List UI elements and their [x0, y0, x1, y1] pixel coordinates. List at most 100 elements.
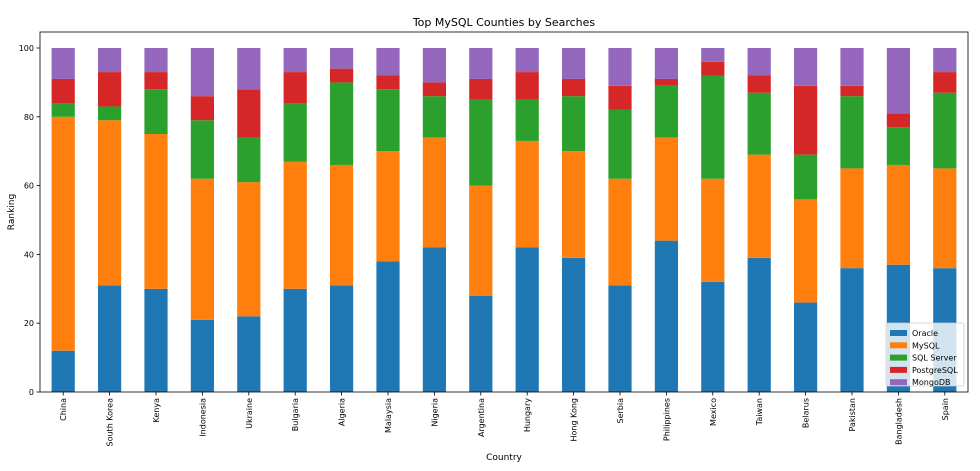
bar-mysql	[562, 151, 586, 258]
x-tick-label: Algeria	[338, 398, 347, 426]
bar-postgresql	[98, 72, 122, 107]
bar-mongodb	[654, 48, 678, 79]
bar-oracle	[237, 316, 261, 392]
bar-mysql	[144, 134, 168, 289]
bar-mysql	[654, 137, 678, 241]
bar-mongodb	[933, 48, 957, 73]
bar-oracle	[840, 268, 864, 392]
x-tick-label: China	[59, 398, 68, 421]
y-tick-label: 40	[24, 250, 34, 259]
bar-oracle	[51, 350, 75, 392]
legend-swatch	[890, 342, 907, 349]
bar-mysql	[608, 178, 632, 286]
bar-mysql	[886, 164, 910, 265]
bar-mongodb	[701, 48, 725, 62]
bar-postgresql	[330, 68, 354, 83]
bar-oracle	[515, 247, 539, 392]
bar-mongodb	[747, 48, 771, 76]
bar-oracle	[562, 257, 586, 392]
bar-mongodb	[190, 48, 214, 97]
bar-oracle	[701, 281, 725, 392]
x-tick-label: Serbia	[616, 398, 625, 424]
bar-sql-server	[562, 96, 586, 152]
bar-oracle	[376, 261, 400, 392]
x-tick-label: Taiwan	[755, 398, 764, 426]
bar-postgresql	[794, 85, 818, 155]
legend-label: MongoDB	[912, 378, 951, 387]
bar-mongodb	[422, 48, 446, 83]
bar-sql-server	[608, 109, 632, 179]
bar-postgresql	[886, 113, 910, 128]
x-tick-label: Hong Kong	[570, 398, 579, 442]
bar-postgresql	[283, 72, 307, 104]
bar-mongodb	[886, 48, 910, 114]
bar-mysql	[747, 154, 771, 258]
bar-postgresql	[376, 75, 400, 90]
bar-mongodb	[51, 48, 75, 79]
bar-oracle	[469, 295, 493, 392]
x-tick-label: Ukraine	[245, 398, 254, 429]
bar-sql-server	[701, 75, 725, 179]
bar-postgresql	[51, 78, 75, 104]
bar-mongodb	[98, 48, 122, 73]
bar-sql-server	[144, 89, 168, 134]
x-tick-label: Mexico	[709, 398, 718, 426]
bar-mongodb	[515, 48, 539, 73]
y-tick-label: 100	[19, 44, 34, 53]
bar-postgresql	[515, 72, 539, 100]
bar-sql-server	[515, 99, 539, 141]
bar-sql-server	[840, 96, 864, 169]
bar-sql-server	[237, 137, 261, 183]
x-tick-label: South Korea	[106, 398, 115, 447]
bar-postgresql	[840, 85, 864, 97]
x-axis-label: Country	[486, 453, 522, 463]
x-tick-label: Indonesia	[198, 398, 207, 437]
bar-postgresql	[237, 89, 261, 138]
bar-mysql	[422, 137, 446, 248]
y-tick-label: 60	[24, 182, 34, 191]
bar-mysql	[469, 185, 493, 296]
x-tick-label: Belarus	[802, 398, 811, 428]
bar-mysql	[237, 182, 261, 317]
bar-sql-server	[376, 89, 400, 152]
bar-oracle	[608, 285, 632, 392]
bar-oracle	[144, 288, 168, 392]
bar-oracle	[98, 285, 122, 392]
bar-mysql	[51, 116, 75, 351]
bar-sql-server	[747, 92, 771, 155]
bar-oracle	[654, 240, 678, 392]
bar-mysql	[933, 168, 957, 269]
bar-mongodb	[330, 48, 354, 69]
bar-sql-server	[886, 127, 910, 165]
bar-sql-server	[654, 85, 678, 138]
x-tick-label: Nigeria	[430, 398, 439, 427]
x-tick-label: Bangladesh	[894, 398, 903, 445]
bar-sql-server	[933, 92, 957, 169]
bar-mongodb	[144, 48, 168, 73]
bar-oracle	[422, 247, 446, 392]
legend-label: Oracle	[912, 329, 938, 338]
legend-swatch	[890, 379, 907, 386]
bar-mysql	[98, 120, 122, 286]
bar-sql-server	[283, 103, 307, 162]
legend-label: SQL Server	[912, 354, 957, 363]
bar-mysql	[701, 178, 725, 282]
bar-mysql	[190, 178, 214, 320]
legend-swatch	[890, 330, 907, 336]
y-tick-label: 20	[24, 319, 34, 328]
bar-oracle	[747, 257, 771, 392]
bar-oracle	[330, 285, 354, 392]
x-tick-label: Malaysia	[384, 398, 393, 433]
bar-sql-server	[794, 154, 818, 200]
x-tick-label: Kenya	[152, 398, 161, 423]
bar-postgresql	[933, 72, 957, 93]
bar-sql-server	[469, 99, 493, 186]
x-tick-label: Spain	[941, 398, 950, 420]
bar-sql-server	[422, 96, 446, 138]
bar-oracle	[794, 302, 818, 392]
bar-mysql	[330, 164, 354, 286]
y-tick-label: 0	[29, 388, 34, 397]
x-tick-label: Bulgaria	[291, 398, 300, 431]
chart-title: Top MySQL Counties by Searches	[412, 16, 596, 29]
